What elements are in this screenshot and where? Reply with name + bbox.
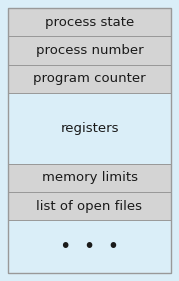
- Bar: [8, 65, 171, 93]
- Text: •  •  •: • • •: [60, 237, 119, 256]
- Bar: [8, 93, 171, 164]
- Text: process number: process number: [36, 44, 143, 57]
- Text: memory limits: memory limits: [42, 171, 137, 184]
- Bar: [8, 220, 171, 273]
- Text: registers: registers: [60, 122, 119, 135]
- Bar: [8, 164, 171, 192]
- Bar: [8, 36, 171, 65]
- Text: program counter: program counter: [33, 72, 146, 85]
- Bar: [8, 192, 171, 220]
- Text: process state: process state: [45, 16, 134, 29]
- Bar: [8, 8, 171, 36]
- Text: list of open files: list of open files: [37, 200, 142, 212]
